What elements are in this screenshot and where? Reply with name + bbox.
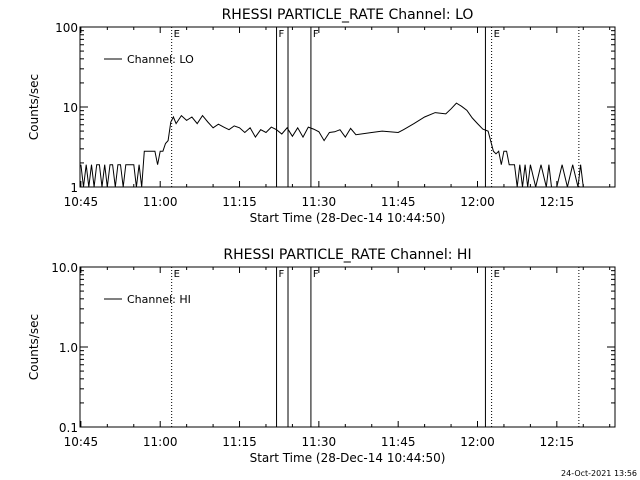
x-tick-label: 12:00 (460, 195, 495, 209)
x-tick-label: 11:45 (381, 195, 416, 209)
event-marker-label: F (279, 29, 285, 40)
y-axis-label: Counts/sec (27, 314, 41, 380)
timestamp-label: 24-Oct-2021 13:56 (561, 469, 637, 478)
x-tick-label: 12:00 (460, 435, 495, 449)
legend-label: Channel: LO (127, 53, 194, 66)
x-tick-label: 11:00 (143, 195, 178, 209)
x-tick-label: 11:45 (381, 435, 416, 449)
x-tick-label: 11:15 (222, 435, 257, 449)
y-tick-label: 10.0 (51, 261, 78, 275)
y-tick-label: 1.0 (59, 341, 78, 355)
chart-title: RHESSI PARTICLE_RATE Channel: LO (222, 7, 474, 23)
event-marker-label: E (174, 269, 180, 280)
event-marker-label: F (313, 269, 319, 280)
x-axis-label: Start Time (28-Dec-14 10:44:50) (250, 211, 446, 225)
y-tick-label: 0.1 (59, 421, 78, 435)
y-tick-label: 100 (55, 21, 78, 35)
y-tick-label: 1 (70, 181, 78, 195)
x-tick-label: 10:45 (64, 435, 99, 449)
x-tick-label: 11:30 (302, 195, 337, 209)
y-axis-label: Counts/sec (27, 74, 41, 140)
plot-frame (79, 26, 616, 188)
plot-frame (79, 266, 616, 428)
x-tick-label: 12:15 (540, 435, 575, 449)
chart-title: RHESSI PARTICLE_RATE Channel: HI (223, 247, 471, 263)
event-marker-label: F (313, 29, 319, 40)
x-tick-label: 12:15 (540, 195, 575, 209)
x-tick-label: 10:45 (64, 195, 99, 209)
x-tick-label: 11:00 (143, 435, 178, 449)
series-line (80, 102, 584, 188)
x-tick-label: 11:30 (302, 435, 337, 449)
x-axis-label: Start Time (28-Dec-14 10:44:50) (250, 451, 446, 465)
event-marker-label: E (174, 29, 180, 40)
chart-panel-1: RHESSI PARTICLE_RATE Channel: LO Start Ti… (27, 7, 616, 225)
event-marker-label: E (494, 29, 500, 40)
event-marker-label: E (494, 269, 500, 280)
chart-panel-2: RHESSI PARTICLE_RATE Channel: HI Start Ti… (27, 247, 616, 465)
x-tick-label: 11:15 (222, 195, 257, 209)
y-tick-label: 10 (63, 101, 78, 115)
legend-label: Channel: HI (127, 293, 191, 306)
event-marker-label: F (279, 269, 285, 280)
